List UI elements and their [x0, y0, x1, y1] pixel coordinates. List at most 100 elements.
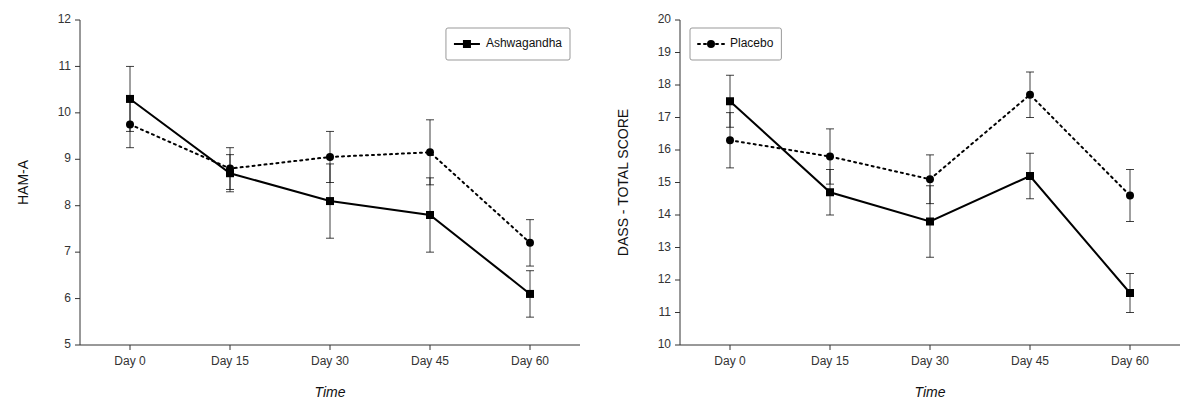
x-tick-label: Day 0 — [714, 354, 746, 368]
legend-marker — [463, 40, 471, 48]
y-tick — [675, 85, 680, 86]
error-bar — [526, 220, 534, 266]
y-tick-label: 11 — [59, 59, 72, 73]
x-tick — [330, 345, 331, 350]
legend-label: Ashwagandha — [486, 36, 562, 50]
error-bar — [426, 178, 434, 252]
y-tick — [75, 20, 80, 21]
y-tick — [75, 345, 80, 346]
x-tick — [1030, 345, 1031, 350]
y-tick-label: 12 — [658, 272, 672, 286]
plot-area — [726, 72, 1134, 313]
y-tick-label: 10 — [58, 105, 72, 119]
x-tick — [230, 345, 231, 350]
y-tick — [75, 159, 80, 160]
marker — [1026, 172, 1034, 180]
marker — [226, 169, 234, 177]
y-tick-label: 8 — [64, 198, 71, 212]
legend-box — [446, 28, 570, 60]
y-tick-label: 16 — [658, 142, 672, 156]
error-bar — [1126, 274, 1134, 313]
y-tick — [675, 247, 680, 248]
y-tick-label: 20 — [658, 12, 672, 26]
chart: 56789101112Day 0Day 15Day 30Day 45Day 60… — [15, 12, 580, 400]
y-tick — [675, 182, 680, 183]
error-bar — [926, 186, 934, 258]
series — [126, 101, 534, 266]
y-axis-line — [80, 20, 81, 345]
x-tick-label: Day 60 — [511, 354, 549, 368]
marker — [526, 290, 534, 298]
series-line — [730, 101, 1130, 293]
error-bar — [526, 271, 534, 317]
series — [126, 66, 534, 317]
x-tick-label: Day 45 — [411, 354, 449, 368]
legend: Ashwagandha — [446, 28, 570, 60]
x-tick — [530, 345, 531, 350]
y-tick-label: 18 — [658, 77, 672, 91]
x-tick — [430, 345, 431, 350]
error-bar — [426, 120, 434, 185]
error-bar — [1026, 153, 1034, 199]
y-tick-label: 7 — [64, 244, 71, 258]
marker — [326, 153, 334, 161]
y-tick — [75, 205, 80, 206]
error-bar — [1026, 72, 1034, 118]
y-tick-label: 12 — [58, 12, 72, 26]
marker — [1026, 91, 1034, 99]
x-tick-label: Day 15 — [211, 354, 249, 368]
marker — [1126, 192, 1134, 200]
error-bar — [726, 75, 734, 127]
y-tick — [675, 345, 680, 346]
y-tick-label: 15 — [658, 175, 672, 189]
x-tick — [1130, 345, 1131, 350]
x-tick-label: Day 45 — [1011, 354, 1049, 368]
x-tick — [130, 345, 131, 350]
x-axis-label: Time — [315, 384, 346, 400]
x-axis-label: Time — [915, 384, 946, 400]
x-tick — [930, 345, 931, 350]
y-axis-label: HAM-A — [15, 159, 31, 205]
marker — [1126, 289, 1134, 297]
y-tick — [75, 66, 80, 67]
marker — [126, 95, 134, 103]
y-tick-label: 11 — [659, 305, 672, 319]
marker — [726, 136, 734, 144]
y-tick — [675, 312, 680, 313]
y-tick-label: 13 — [658, 240, 672, 254]
y-tick-label: 19 — [658, 45, 672, 59]
marker — [726, 97, 734, 105]
series-line — [130, 124, 530, 242]
series-line — [130, 99, 530, 294]
legend: Placebo — [690, 28, 781, 60]
y-tick — [75, 298, 80, 299]
x-tick-label: Day 15 — [811, 354, 849, 368]
series-line — [730, 95, 1130, 196]
error-bar — [826, 170, 834, 216]
x-tick-label: Day 0 — [114, 354, 146, 368]
y-tick-label: 9 — [64, 151, 71, 165]
marker — [926, 175, 934, 183]
marker — [826, 153, 834, 161]
error-bar — [126, 66, 134, 131]
y-tick — [675, 52, 680, 53]
y-tick — [675, 280, 680, 281]
y-tick — [75, 112, 80, 113]
marker — [426, 211, 434, 219]
y-tick-label: 10 — [658, 337, 672, 351]
y-tick — [675, 215, 680, 216]
x-tick-label: Day 60 — [1111, 354, 1149, 368]
marker — [426, 148, 434, 156]
y-tick — [75, 252, 80, 253]
y-tick-label: 5 — [64, 337, 71, 351]
error-bar — [326, 164, 334, 238]
y-tick — [675, 20, 680, 21]
series — [726, 75, 1134, 312]
legend-marker — [707, 40, 715, 48]
error-bar — [226, 155, 234, 192]
figure: 56789101112Day 0Day 15Day 30Day 45Day 60… — [0, 0, 1200, 420]
marker — [926, 218, 934, 226]
legend-box — [690, 28, 781, 60]
y-tick-label: 17 — [658, 110, 672, 124]
y-tick-label: 14 — [658, 207, 672, 221]
